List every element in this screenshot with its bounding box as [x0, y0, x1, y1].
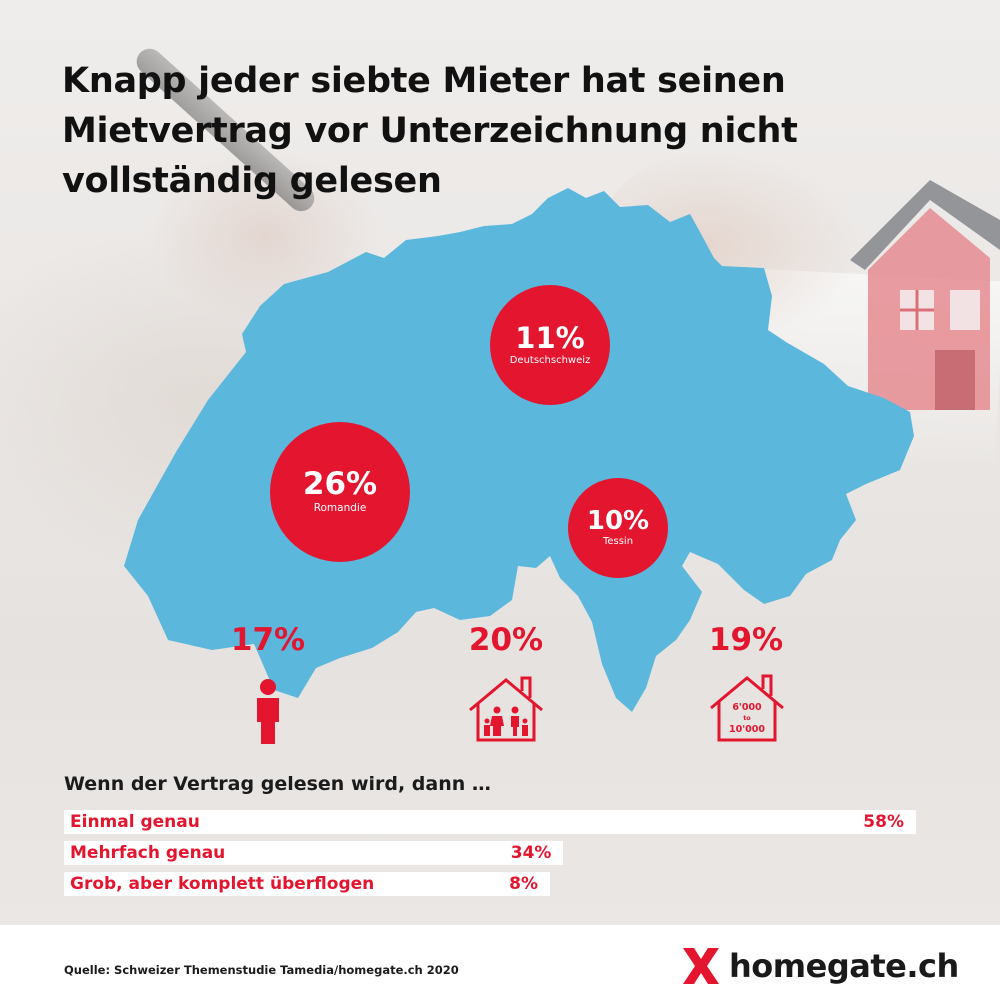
- stat-value: 20%: [468, 622, 544, 658]
- bar-row: Mehrfach genau 34%: [64, 841, 564, 865]
- region-bubble-deutschschweiz: 11% Deutschschweiz: [490, 285, 610, 405]
- region-value: 10%: [586, 506, 650, 536]
- region-label: Tessin: [602, 536, 634, 547]
- source-note: Quelle: Schweizer Themenstudie Tamedia/h…: [64, 963, 459, 977]
- logo-text: homegate.ch: [729, 947, 959, 985]
- region-value: 11%: [515, 320, 585, 355]
- page-title: Knapp jeder siebte Mieter hat seinen Mie…: [62, 61, 798, 201]
- bar-value-label: 34%: [510, 843, 552, 863]
- house-model-image: [850, 180, 1000, 410]
- bar-row: Grob, aber komplett überflogen 8%: [64, 872, 550, 896]
- stat-value: 19%: [708, 622, 784, 658]
- bar-label: Mehrfach genau: [70, 843, 226, 863]
- infographic-canvas: Knapp jeder siebte Mieter hat seinen Mie…: [0, 0, 1000, 925]
- bar-label: Grob, aber komplett überflogen: [70, 874, 375, 894]
- person-icon: [257, 679, 279, 744]
- bar-label: Einmal genau: [70, 812, 200, 832]
- region-value: 26%: [302, 466, 378, 503]
- stat-value: 17%: [230, 622, 306, 658]
- bar-row: Einmal genau 58%: [64, 810, 916, 834]
- bar-value-label: 8%: [509, 874, 538, 894]
- region-bubble-romandie: 26% Romandie: [270, 422, 410, 562]
- family-house-icon: [469, 676, 543, 742]
- homegate-logo: homegate.ch: [681, 946, 959, 986]
- income-range-from: 6'000: [732, 702, 762, 713]
- region-bubble-tessin: 10% Tessin: [568, 478, 668, 578]
- region-label: Romandie: [313, 502, 367, 515]
- switzerland-map: [124, 188, 914, 712]
- chart-subheading: Wenn der Vertrag gelesen wird, dann …: [64, 773, 491, 795]
- income-range-to: 10'000: [729, 724, 765, 735]
- region-label: Deutschschweiz: [509, 354, 591, 366]
- bar-value-label: 58%: [863, 812, 904, 832]
- income-range-separator: to: [743, 714, 751, 722]
- homegate-x-icon: [683, 948, 719, 984]
- house-income-icon: 6'000 to 10'000: [710, 674, 784, 742]
